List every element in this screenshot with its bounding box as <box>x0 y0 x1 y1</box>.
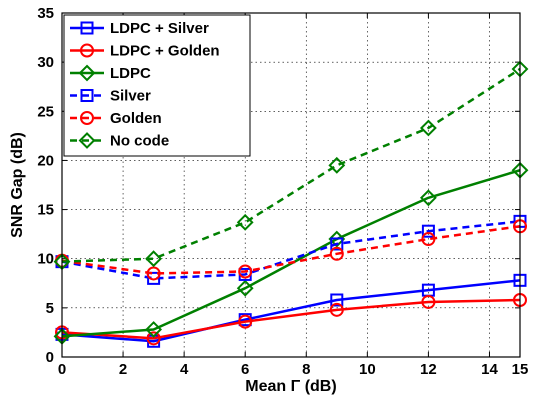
legend-label: LDPC <box>110 65 151 82</box>
y-tick-label: 10 <box>37 251 54 268</box>
legend: LDPC + Silver LDPC + Golden LDPC Silver Gold… <box>63 14 251 157</box>
data-point <box>330 293 344 307</box>
data-point <box>419 119 437 137</box>
data-point <box>330 237 344 251</box>
data-point <box>238 264 253 279</box>
legend-marker <box>78 132 96 149</box>
data-point <box>328 230 346 248</box>
data-point <box>146 331 161 346</box>
legend-label: No code <box>110 133 169 150</box>
series-silver <box>55 214 527 285</box>
legend-marker <box>80 111 94 125</box>
legend-label: LDPC + Silver <box>110 20 209 37</box>
legend-marker <box>78 64 96 82</box>
x-tick-label: 2 <box>119 361 127 378</box>
data-point <box>147 271 161 285</box>
data-point <box>236 279 254 297</box>
legend-label: Silver <box>110 88 151 105</box>
y-tick-label: 5 <box>46 300 54 317</box>
legend-entry: Silver <box>70 88 151 105</box>
data-point <box>236 213 254 231</box>
y-tick-label: 0 <box>46 349 54 366</box>
data-point <box>328 156 346 174</box>
x-tick-label: 0 <box>58 361 66 378</box>
x-tick-label: 6 <box>241 361 249 378</box>
grid <box>62 13 520 357</box>
data-point <box>419 189 437 207</box>
data-point <box>421 224 435 238</box>
y-tick-label: 30 <box>37 54 54 71</box>
y-tick-label: 25 <box>37 103 54 120</box>
data-point <box>145 321 163 338</box>
series-line <box>61 298 521 340</box>
series-ldpc-golden <box>55 292 527 346</box>
legend-marker <box>80 43 94 58</box>
x-tick-label: 10 <box>359 361 376 378</box>
data-point <box>145 250 163 268</box>
y-tick-label: 20 <box>37 152 54 169</box>
data-point <box>238 314 253 329</box>
legend-entry: LDPC <box>70 64 151 82</box>
axis-ticks: 0 2 4 6 8 10 12 14 15 0 5 10 15 20 25 30 35 <box>37 5 528 378</box>
series-line <box>61 220 521 280</box>
data-point <box>421 294 436 309</box>
series-line <box>61 67 521 263</box>
x-axis-label: Mean Γ (dB) <box>245 378 336 395</box>
plot-frame <box>61 12 521 358</box>
data-point <box>329 246 344 261</box>
x-tick-label: 14 <box>481 361 498 378</box>
y-tick-label: 35 <box>37 5 54 22</box>
y-tick-label: 15 <box>37 202 54 219</box>
data-point <box>421 232 436 247</box>
legend-entry: LDPC + Golden <box>70 43 220 60</box>
series-group <box>53 60 529 348</box>
legend-entry: Golden <box>70 110 162 127</box>
legend-marker <box>80 89 94 102</box>
legend-label: LDPC + Golden <box>110 43 220 60</box>
series-line <box>61 225 521 275</box>
legend-box <box>63 14 251 157</box>
legend-label: Golden <box>110 110 162 127</box>
x-tick-label: 15 <box>512 361 529 378</box>
series-line <box>61 279 521 343</box>
legend-entry: No code <box>70 132 169 150</box>
data-point <box>146 266 161 281</box>
x-tick-label: 4 <box>180 361 189 378</box>
x-tick-label: 8 <box>302 361 310 378</box>
y-axis-label: SNR Gap (dB) <box>9 132 26 238</box>
data-point <box>329 302 344 317</box>
legend-entry: LDPC + Silver <box>70 20 209 37</box>
x-tick-label: 12 <box>420 361 437 378</box>
legend-marker <box>80 21 94 35</box>
